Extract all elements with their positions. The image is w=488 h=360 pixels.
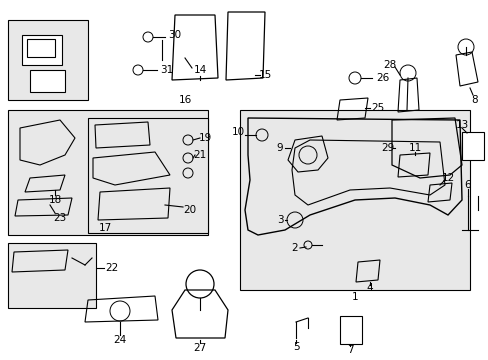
Text: 27: 27 (193, 343, 206, 353)
Text: 21: 21 (193, 150, 206, 160)
Bar (22, 35, 62, 65)
Text: 16: 16 (178, 95, 191, 105)
Text: 29: 29 (381, 143, 394, 153)
Text: 9: 9 (276, 143, 283, 153)
Text: 25: 25 (370, 103, 384, 113)
Bar (8, 243, 96, 308)
Text: 11: 11 (407, 143, 421, 153)
Text: 1: 1 (351, 292, 358, 302)
Text: 22: 22 (105, 263, 119, 273)
Text: 13: 13 (454, 120, 468, 130)
Bar (8, 20, 88, 100)
Text: 2: 2 (291, 243, 298, 253)
Text: 4: 4 (366, 283, 372, 293)
Text: 20: 20 (183, 205, 196, 215)
Text: 15: 15 (258, 70, 271, 80)
Text: 10: 10 (231, 127, 244, 137)
Bar (461, 132, 483, 160)
Text: 7: 7 (346, 345, 353, 355)
Text: 5: 5 (292, 342, 299, 352)
Bar (27, 39, 55, 57)
Text: 14: 14 (193, 65, 206, 75)
Text: 26: 26 (376, 73, 389, 83)
Polygon shape (244, 118, 461, 235)
Bar (240, 110, 469, 290)
Text: 24: 24 (113, 335, 126, 345)
Text: 28: 28 (383, 60, 396, 70)
Text: 23: 23 (53, 213, 66, 223)
Text: 17: 17 (98, 223, 111, 233)
Bar (30, 70, 65, 92)
Text: 3: 3 (276, 215, 283, 225)
Text: 6: 6 (464, 180, 470, 190)
Bar (88, 118, 207, 233)
Bar (8, 110, 207, 235)
Text: 8: 8 (471, 95, 477, 105)
Text: 31: 31 (160, 65, 173, 75)
Bar (339, 316, 361, 344)
Text: 30: 30 (168, 30, 181, 40)
Text: 19: 19 (198, 133, 211, 143)
Text: 18: 18 (48, 195, 61, 205)
Text: 12: 12 (441, 173, 454, 183)
